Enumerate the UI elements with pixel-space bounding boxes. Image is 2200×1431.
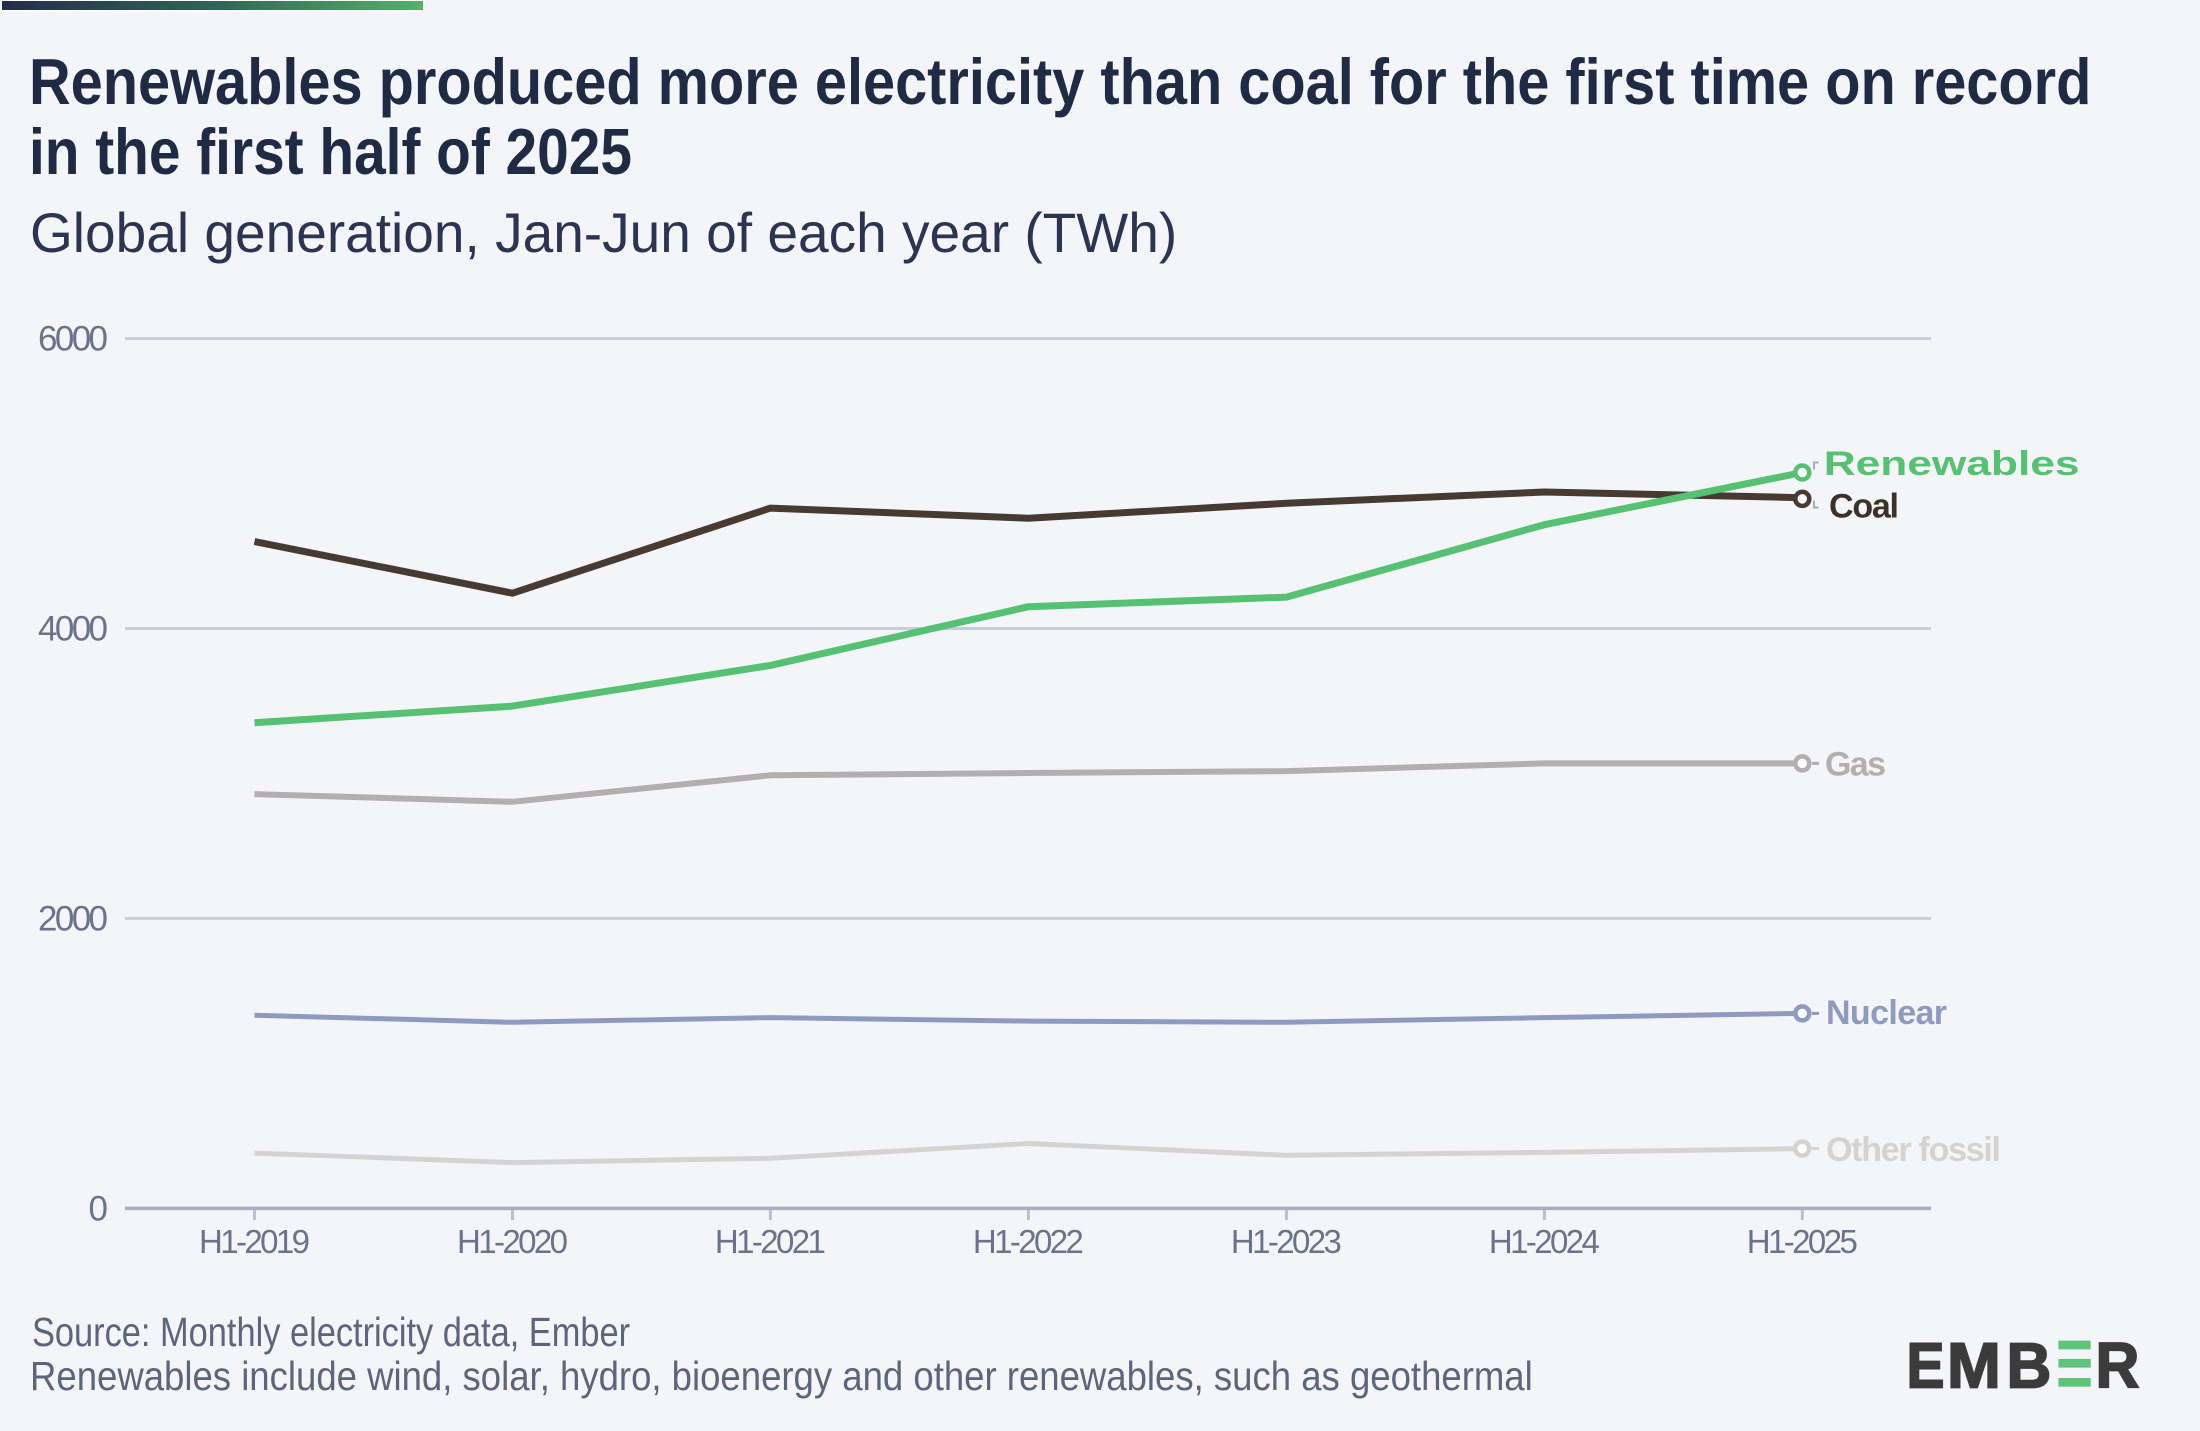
svg-text:Gas: Gas: [1825, 746, 1886, 784]
svg-text:H1-2021: H1-2021: [715, 1223, 826, 1260]
svg-text:6000: 6000: [38, 320, 108, 359]
svg-text:R: R: [2096, 1330, 2140, 1402]
svg-text:H1-2025: H1-2025: [1747, 1223, 1858, 1260]
svg-text:H1-2020: H1-2020: [457, 1223, 568, 1260]
svg-text:Coal: Coal: [1829, 488, 1899, 526]
svg-text:Renewables: Renewables: [1824, 445, 2080, 483]
svg-text:M: M: [1947, 1330, 2001, 1402]
svg-text:Nuclear: Nuclear: [1826, 994, 1947, 1032]
svg-text:E: E: [1907, 1329, 1945, 1401]
svg-text:4000: 4000: [38, 610, 108, 649]
svg-text:H1-2022: H1-2022: [973, 1223, 1084, 1260]
svg-text:2000: 2000: [38, 899, 108, 938]
svg-text:H1-2019: H1-2019: [199, 1223, 310, 1260]
svg-text:H1-2024: H1-2024: [1489, 1223, 1600, 1260]
svg-text:0: 0: [89, 1189, 108, 1228]
svg-text:Other fossil: Other fossil: [1826, 1131, 2001, 1169]
svg-text:B: B: [2007, 1331, 2052, 1402]
svg-text:H1-2023: H1-2023: [1231, 1223, 1342, 1260]
